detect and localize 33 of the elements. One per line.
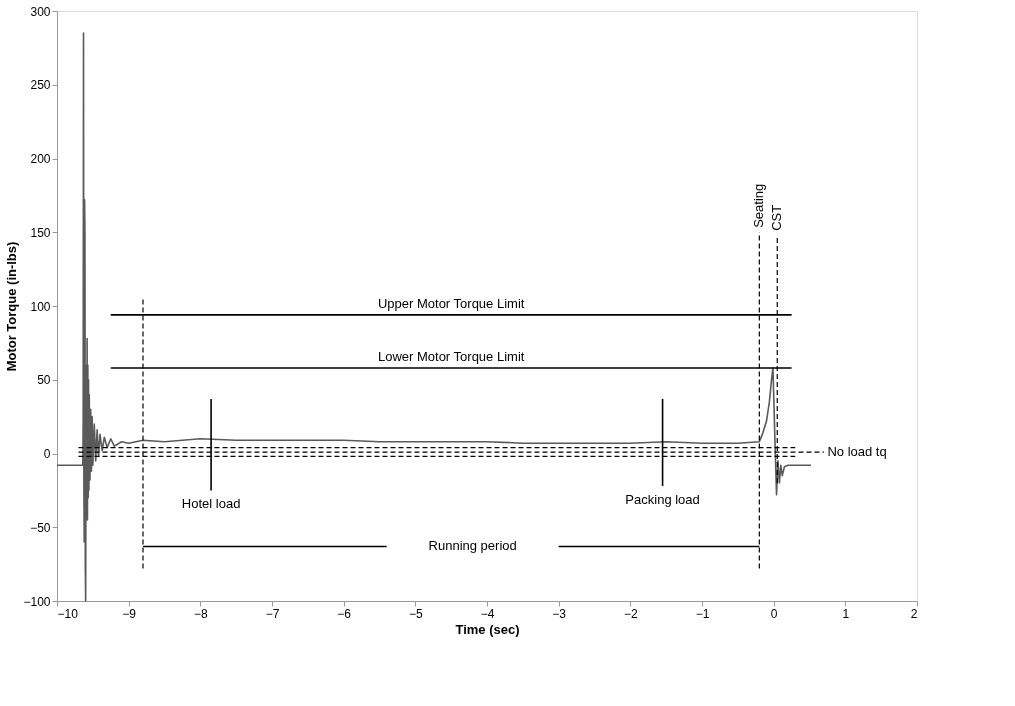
annotation: CST (769, 204, 785, 231)
annotation: Upper Motor Torque Limit (377, 295, 525, 311)
x-tick-label: 2 (910, 606, 918, 621)
y-axis-title: Motor Torque (in-lbs) (4, 241, 20, 372)
y-tick-label: 150 (30, 225, 51, 240)
x-tick-label: 1 (842, 606, 850, 621)
y-tick-label: 0 (43, 447, 51, 461)
annotation: Seating (751, 183, 767, 228)
x-tick-label: −2 (623, 606, 638, 621)
annotation: No load tq (827, 444, 887, 460)
annotation: Lower Motor Torque Limit (377, 348, 525, 364)
x-tick-label: −5 (408, 606, 423, 621)
annotation: Running period (428, 538, 517, 554)
y-tick-label: 100 (30, 299, 51, 314)
x-tick-label: −7 (265, 606, 280, 621)
line-series (56, 32, 812, 602)
y-tick-label: 300 (30, 4, 51, 19)
x-tick-label: −3 (552, 606, 567, 621)
y-tick-label: −100 (23, 594, 51, 609)
x-axis-title: Time (sec) (455, 621, 520, 637)
y-tick-label: 200 (30, 152, 51, 166)
x-tick-label: 0 (770, 606, 778, 621)
y-tick-label: 250 (30, 78, 51, 93)
y-tick-label: −50 (30, 520, 51, 535)
y-tick-label: 50 (37, 373, 51, 388)
x-tick-label: −9 (122, 606, 137, 621)
annotation: Packing load (625, 491, 700, 507)
x-tick-label: −4 (480, 606, 495, 621)
x-tick-label: −10 (57, 606, 79, 621)
annotation: Hotel load (181, 496, 241, 512)
x-tick-label: −6 (337, 606, 352, 621)
x-tick-label: −8 (193, 606, 208, 621)
x-tick-label: −1 (695, 606, 710, 621)
